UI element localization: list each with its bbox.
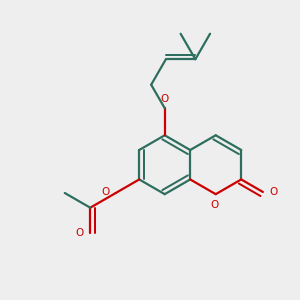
Text: O: O xyxy=(76,228,84,238)
Text: O: O xyxy=(269,187,277,197)
Text: O: O xyxy=(160,94,169,104)
Text: O: O xyxy=(101,187,110,196)
Text: O: O xyxy=(210,200,218,210)
